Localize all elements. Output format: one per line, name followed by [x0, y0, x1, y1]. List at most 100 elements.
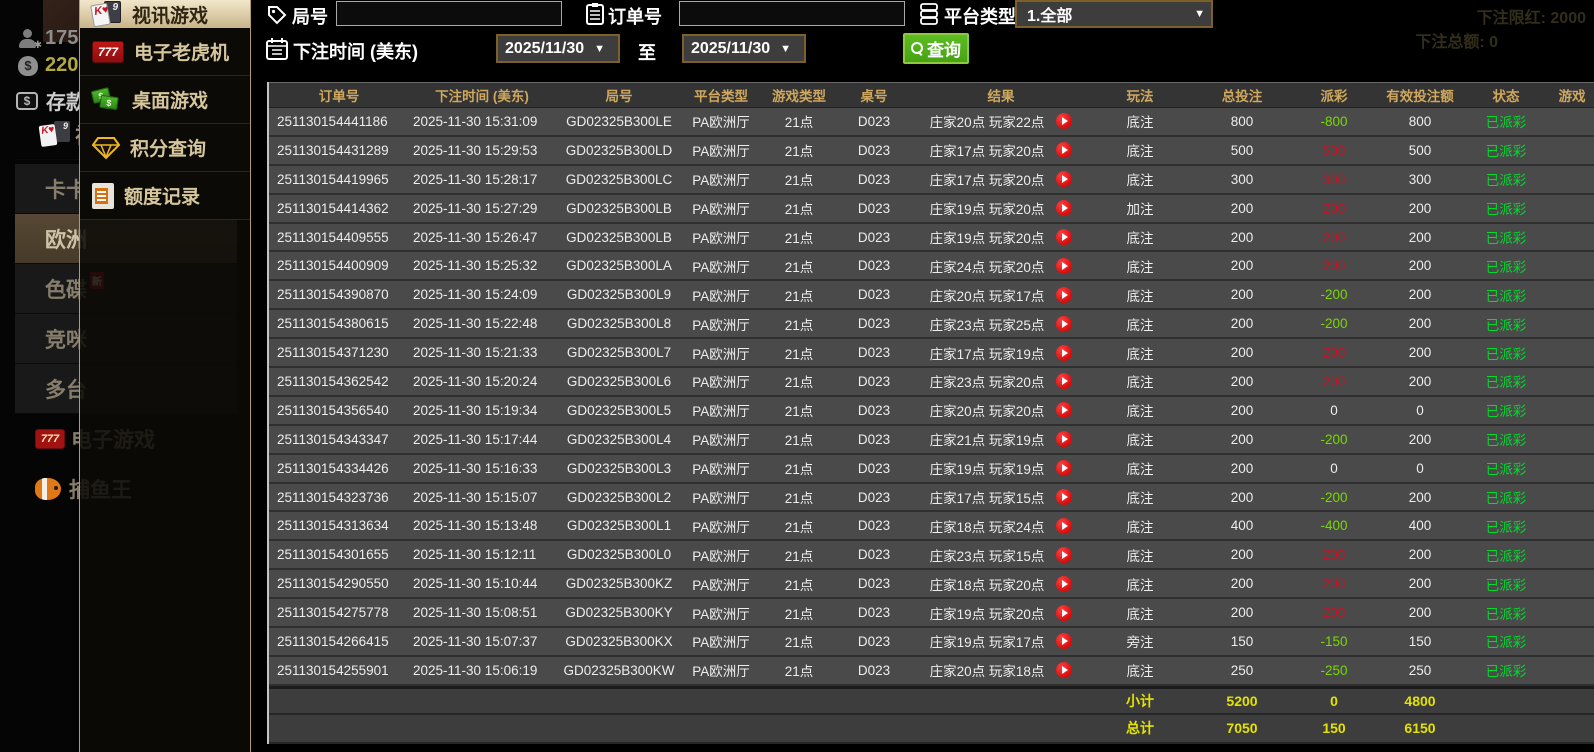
play-video-icon[interactable]	[1056, 633, 1073, 650]
platform-cell: PA欧洲厅	[692, 606, 750, 622]
subtotal-total-bet: 5200	[1226, 692, 1258, 709]
result-text: 庄家19点 玩家19点	[929, 462, 1045, 478]
payout-cell: 0	[1330, 402, 1338, 418]
game-type-cell: 21点	[784, 577, 814, 593]
payout-cell: -200	[1320, 431, 1348, 447]
game-no-cell: GD02325B300L3	[566, 460, 672, 476]
valid-bet-cell: 150	[1408, 633, 1432, 649]
play-video-icon[interactable]	[1056, 113, 1073, 130]
platform-cell: PA欧洲厅	[692, 635, 750, 651]
bet-time-cell: 2025-11-30 15:20:24	[413, 373, 538, 389]
bet-time-cell: 2025-11-30 15:24:09	[413, 287, 538, 303]
table-cards-icon: $$	[90, 86, 122, 113]
platform-cell: PA欧洲厅	[692, 462, 750, 478]
platform-type-select[interactable]: 1.全部 ▼	[1015, 0, 1213, 28]
status-cell: 已派彩	[1485, 115, 1527, 131]
play-video-icon[interactable]	[1056, 517, 1073, 534]
subtotal-valid-bet: 4800	[1404, 692, 1436, 709]
order-no-cell: 251130154266415	[277, 633, 389, 649]
menu-item-slot-machines[interactable]: 777 电子老虎机	[80, 28, 250, 76]
bet-time-cell: 2025-11-30 15:22:48	[413, 316, 538, 332]
play-video-icon[interactable]	[1056, 200, 1073, 217]
date-to-select[interactable]: 2025/11/30 ▼	[682, 34, 806, 63]
total-bet-cell: 200	[1230, 576, 1254, 592]
play-video-icon[interactable]	[1056, 142, 1073, 159]
chevron-down-icon: ▼	[594, 42, 606, 55]
game-type-cell: 21点	[784, 491, 814, 507]
game-type-cell: 21点	[784, 202, 814, 218]
menu-item-table-games[interactable]: $$ 桌面游戏	[80, 76, 250, 124]
play-video-icon[interactable]	[1056, 460, 1073, 477]
play-video-icon[interactable]	[1056, 315, 1073, 332]
play-video-icon[interactable]	[1056, 546, 1073, 563]
game-type-cell: 21点	[784, 231, 814, 246]
play-video-icon[interactable]	[1056, 431, 1073, 448]
deposit-button[interactable]: $ 存款	[16, 86, 86, 115]
game-no-cell: GD02325B300L8	[566, 316, 672, 332]
menu-item-video-games[interactable]: 9 K♥ 视讯游戏	[80, 0, 250, 28]
query-button[interactable]: 查询	[903, 33, 969, 64]
table-no-cell: D023	[857, 547, 891, 563]
play-video-icon[interactable]	[1056, 402, 1073, 419]
play-video-icon[interactable]	[1056, 171, 1073, 188]
valid-bet-cell: 200	[1408, 345, 1432, 361]
bet-time-cell: 2025-11-30 15:06:19	[413, 662, 538, 678]
status-cell: 已派彩	[1485, 462, 1527, 478]
game-no-cell: GD02325B300L7	[566, 345, 672, 361]
bet-time-cell: 2025-11-30 15:15:07	[413, 489, 538, 505]
date-from-select[interactable]: 2025/11/30 ▼	[496, 34, 620, 63]
payout-cell: -200	[1320, 316, 1348, 332]
total-bet-cell: 200	[1230, 316, 1254, 332]
money-balance: $ 2208	[18, 54, 90, 77]
play-video-icon[interactable]	[1056, 604, 1073, 621]
play-video-icon[interactable]	[1056, 489, 1073, 506]
play-video-icon[interactable]	[1056, 662, 1073, 679]
bet-limit-info: 下注限红: 2000	[1476, 10, 1586, 27]
points-value: 1756	[45, 27, 90, 49]
platform-list-icon	[920, 3, 938, 25]
payout-cell: -200	[1320, 287, 1348, 303]
diamond-icon	[92, 136, 120, 159]
play-video-icon[interactable]	[1056, 286, 1073, 303]
play-video-icon[interactable]	[1056, 257, 1073, 274]
table-no-cell: D023	[857, 287, 891, 303]
game-no-input[interactable]	[336, 1, 562, 26]
table-body: 251130154441186 2025-11-30 15:31:09 GD02…	[269, 108, 1594, 686]
total-bet-cell: 800	[1230, 113, 1254, 129]
play-video-icon[interactable]	[1056, 575, 1073, 592]
table-row: 251130154431289 2025-11-30 15:29:53 GD02…	[269, 136, 1594, 166]
game-type-cell: 21点	[784, 404, 814, 420]
platform-cell: PA欧洲厅	[692, 519, 750, 535]
play-type-cell: 底注	[1126, 519, 1154, 535]
play-video-icon[interactable]	[1056, 344, 1073, 361]
menu-item-quota-records[interactable]: 额度记录	[80, 172, 250, 220]
result-cell: 庄家17点 玩家15点	[909, 487, 1093, 507]
menu-item-points-query[interactable]: 积分查询	[80, 124, 250, 172]
table-row: 251130154356540 2025-11-30 15:19:34 GD02…	[269, 396, 1594, 426]
game-type-cell: 21点	[784, 115, 814, 131]
status-cell: 已派彩	[1485, 606, 1527, 622]
table-row: 251130154362542 2025-11-30 15:20:24 GD02…	[269, 368, 1594, 397]
platform-cell: PA欧洲厅	[692, 288, 750, 304]
bet-time-cell: 2025-11-30 15:29:53	[413, 142, 538, 158]
payout-cell: 200	[1322, 605, 1346, 621]
order-no-cell: 251130154390870	[277, 287, 389, 303]
valid-bet-cell: 300	[1408, 171, 1432, 187]
play-video-icon[interactable]	[1056, 229, 1073, 245]
table-row: 251130154334426 2025-11-30 15:16:33 GD02…	[269, 454, 1594, 484]
bet-time-cell: 2025-11-30 15:27:29	[413, 200, 538, 216]
valid-bet-cell: 200	[1408, 547, 1432, 563]
total-bet-cell: 200	[1230, 200, 1254, 216]
status-cell: 已派彩	[1485, 577, 1527, 593]
tag-icon	[268, 6, 287, 25]
total-bet-cell: 200	[1230, 287, 1254, 303]
play-video-icon[interactable]	[1056, 373, 1073, 390]
total-bet-cell: 200	[1230, 402, 1254, 418]
result-text: 庄家20点 玩家18点	[929, 664, 1045, 680]
result-cell: 庄家19点 玩家19点	[909, 458, 1093, 478]
table-row: 251130154371230 2025-11-30 15:21:33 GD02…	[269, 339, 1594, 369]
table-row: 251130154409555 2025-11-30 15:26:47 GD02…	[269, 223, 1594, 253]
order-no-input[interactable]	[679, 1, 905, 26]
payout-cell: 200	[1322, 345, 1346, 361]
game-type-cell: 21点	[784, 375, 814, 391]
